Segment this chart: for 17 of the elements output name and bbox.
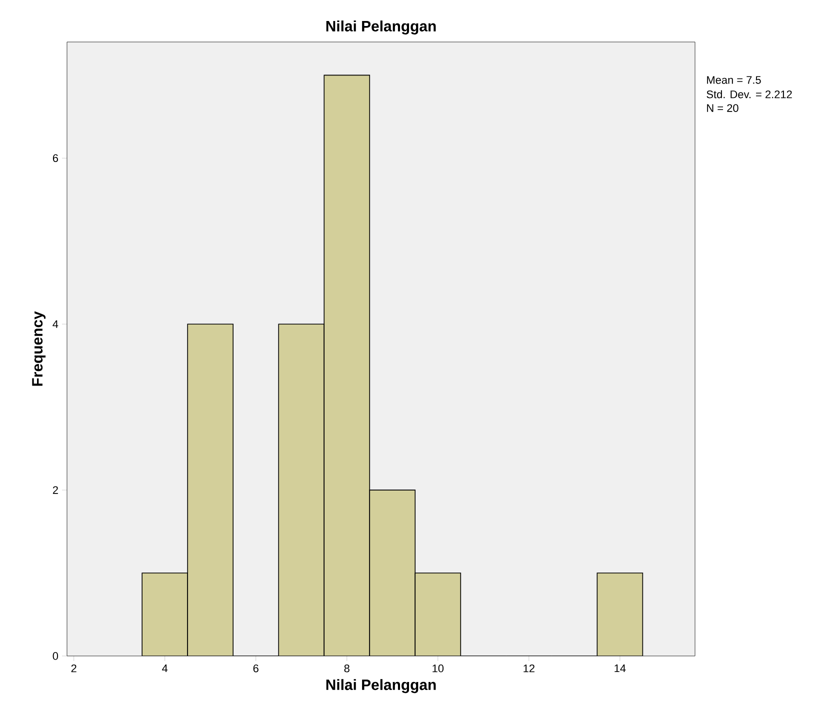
x-tick-label: 6 bbox=[253, 664, 258, 672]
x-tick-label: 8 bbox=[344, 664, 350, 672]
x-tick-label: 14 bbox=[614, 664, 626, 672]
chart-title: Nilai Pelanggan bbox=[326, 20, 436, 34]
x-tick-label: 2 bbox=[71, 664, 76, 672]
y-tick-label: 2 bbox=[52, 486, 58, 494]
y-tick-label: 0 bbox=[52, 652, 58, 660]
x-tick-label: 12 bbox=[524, 664, 534, 672]
y-tick-label: 6 bbox=[52, 154, 58, 162]
text: Std. Dev. = 2.212 bbox=[706, 90, 792, 98]
text: Mean = 7.5 bbox=[707, 76, 761, 84]
x-tick-label: 4 bbox=[162, 664, 168, 672]
y-tick-label: 4 bbox=[52, 320, 58, 328]
y-axis-title: Frequency bbox=[32, 311, 46, 386]
text: N = 20 bbox=[707, 104, 738, 112]
x-axis-title: Nilai Pelanggan bbox=[326, 679, 436, 694]
x-tick-label: 10 bbox=[432, 664, 444, 672]
